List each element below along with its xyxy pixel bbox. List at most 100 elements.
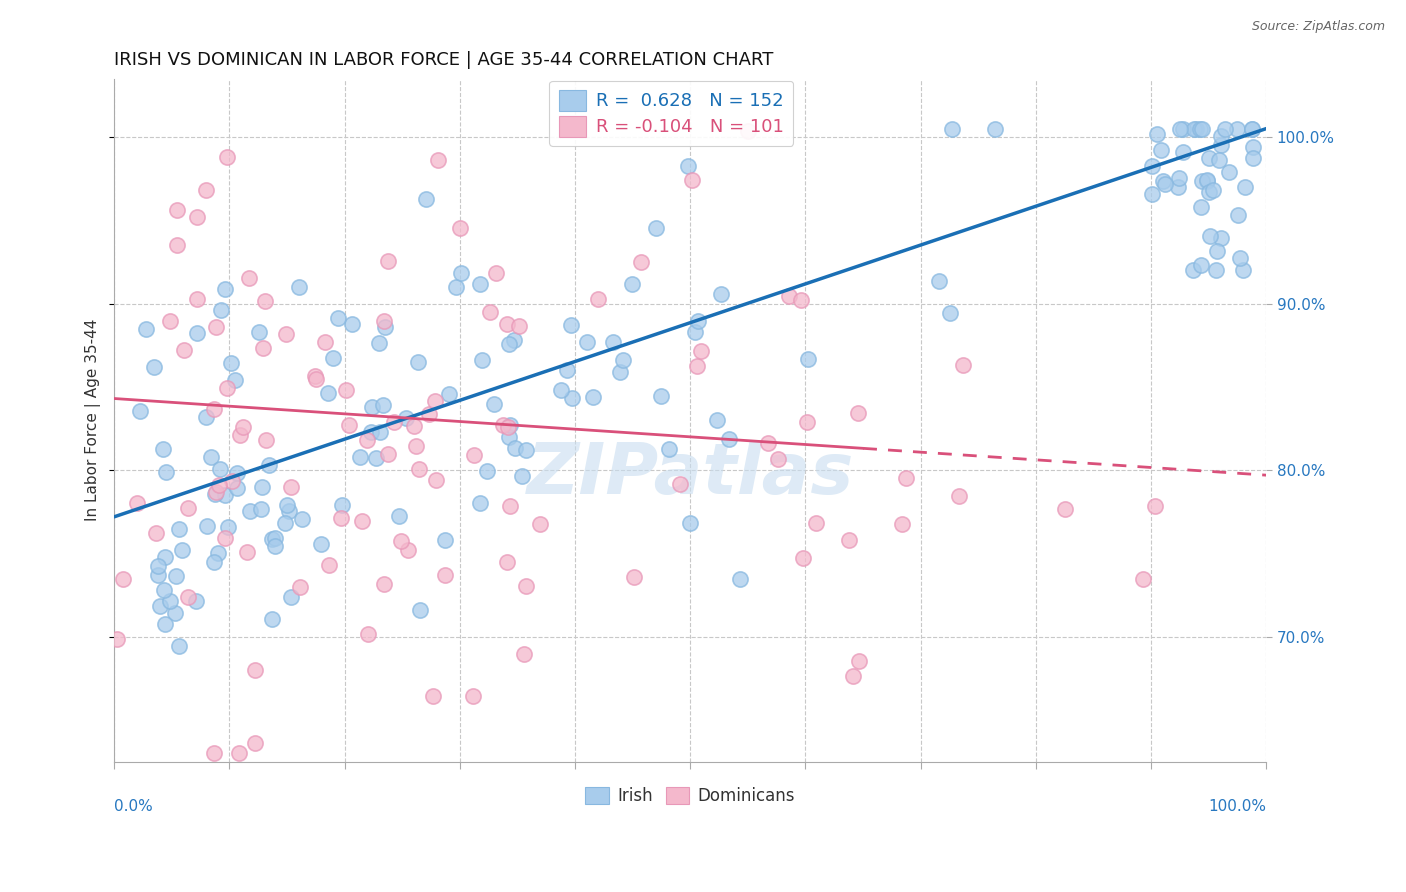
Point [499,500,522,514]
Point [167,522,190,536]
Point [153,582,176,597]
Point [952,359,974,373]
Point [681,173,703,187]
Point [1153,177,1175,191]
Point [274,326,297,341]
Point [408,462,430,476]
Point [433,567,456,582]
Point [264,531,287,545]
Point [1171,145,1194,159]
Point [389,534,412,549]
Point [609,365,631,379]
Point [1195,174,1218,188]
Point [948,489,970,503]
Point [214,488,236,502]
Point [939,306,962,320]
Point [690,344,713,359]
Point [209,462,232,476]
Point [1189,200,1212,214]
Point [238,270,260,285]
Point [717,432,740,446]
Point [602,334,624,349]
Point [226,466,249,480]
Text: ZIPatlas: ZIPatlas [527,441,853,509]
Point [529,517,551,532]
Point [1206,244,1229,258]
Point [260,533,283,547]
Point [217,520,239,534]
Point [288,580,311,594]
Point [1241,151,1264,165]
Point [560,318,582,332]
Point [470,277,492,291]
Point [422,689,444,703]
Point [273,516,295,530]
Point [186,293,208,307]
Point [280,590,302,604]
Point [373,313,395,327]
Point [215,150,238,164]
Point [1143,499,1166,513]
Point [243,736,266,750]
Point [322,351,344,365]
Point [356,627,378,641]
Point [377,447,399,461]
Point [730,572,752,586]
Point [172,543,194,558]
Point [356,433,378,447]
Point [415,193,437,207]
Point [135,322,157,336]
Point [496,555,519,569]
Point [278,504,301,518]
Text: Source: ZipAtlas.com: Source: ZipAtlas.com [1251,20,1385,33]
Text: IRISH VS DOMINICAN IN LABOR FORCE | AGE 35-44 CORRELATION CHART: IRISH VS DOMINICAN IN LABOR FORCE | AGE … [114,51,773,69]
Point [498,430,520,444]
Point [153,617,176,632]
Point [195,518,218,533]
Point [360,425,382,439]
Point [186,326,208,340]
Point [1150,143,1173,157]
Point [1233,180,1256,194]
Point [669,476,692,491]
Point [194,410,217,425]
Point [153,549,176,564]
Point [645,221,668,235]
Point [495,317,517,331]
Point [173,343,195,357]
Point [710,287,733,301]
Point [236,545,259,559]
Point [582,390,605,404]
Point [941,121,963,136]
Point [426,153,449,168]
Point [349,450,371,465]
Point [396,543,419,558]
Point [503,442,526,456]
Point [204,319,226,334]
Point [250,502,273,516]
Point [1201,183,1223,197]
Point [575,334,598,349]
Point [105,632,128,646]
Point [288,280,311,294]
Point [204,487,226,501]
Point [373,398,395,412]
Point [561,391,583,405]
Point [326,310,349,325]
Point [737,124,759,138]
Point [1241,121,1264,136]
Point [485,266,508,280]
Point [1171,121,1194,136]
Point [471,352,494,367]
Point [177,501,200,516]
Point [1191,174,1213,188]
Point [468,496,491,510]
Point [555,363,578,377]
Point [779,289,801,303]
Point [1211,138,1233,153]
Point [678,516,700,530]
Point [1226,208,1249,222]
Point [374,319,396,334]
Point [846,406,869,420]
Point [335,383,357,397]
